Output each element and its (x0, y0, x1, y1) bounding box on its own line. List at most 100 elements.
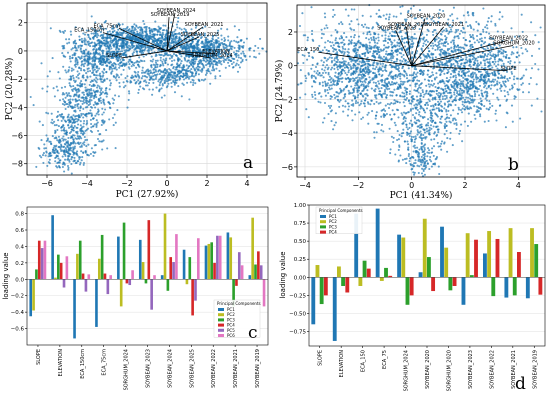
bar-pc4-soybean-2023 (474, 240, 478, 278)
panel-d-xtick: SLOPE (318, 350, 324, 366)
panel-a-xtick: 4 (244, 179, 249, 188)
loading-soybean-2021-label: SOYBEAN_2021 (425, 22, 464, 28)
panel-b-xtick: 4 (516, 181, 521, 190)
bar-pc2-sorghum-2024 (120, 279, 123, 306)
bar-pc4-soybean-2024 (169, 257, 172, 279)
legend-swatch-pc3 (320, 225, 326, 228)
bar-pc6-sorghum-2024 (131, 270, 134, 279)
bar-pc6-slope (44, 241, 47, 280)
bar-pc1-sorghum-2024 (397, 235, 401, 278)
bar-pc2-slope (316, 265, 320, 277)
bar-pc2-sorghum-2020 (444, 248, 448, 278)
bar-pc2-sorghum-2024 (401, 238, 405, 278)
bar-pc1-elevation (51, 215, 54, 279)
bar-pc1-soybean-2022 (205, 246, 208, 280)
bar-pc4-slope (324, 277, 328, 295)
legend-swatch-pc3 (218, 318, 224, 321)
bar-pc3-soybean-2022 (210, 242, 213, 279)
panel-b-ylabel: PC2 (24.79%) (274, 60, 285, 123)
bar-pc3-eca-150 (363, 261, 367, 278)
panel-a-xtick: −2 (121, 179, 133, 188)
panel-c-ytick: −0.6 (11, 327, 25, 333)
panel-a-ytick: −6 (11, 132, 23, 141)
bar-pc3-soybean-2019 (534, 244, 538, 277)
panel-c-ytick: 0.4 (15, 244, 24, 250)
bar-pc3-sorghum-2024 (406, 277, 410, 304)
panel-b-xtick: 2 (462, 181, 467, 190)
panel-a-label: a (243, 153, 253, 173)
bar-pc3-soybean-2024 (167, 279, 170, 291)
panel-b-ytick: −4 (281, 129, 293, 138)
bar-pc5-soybean-2021 (238, 252, 241, 279)
bar-pc3-soybean-2023 (470, 275, 474, 277)
panel-c-xtick: SORGHUM_2024 (124, 349, 130, 390)
bar-pc2-soybean-2023 (142, 262, 145, 279)
panel-d-xtick: SORGHUM_2024 (404, 350, 410, 391)
panel-d-ytick: 1.00 (294, 203, 307, 209)
bar-pc1-soybean-2025 (183, 250, 186, 280)
bar-pc2-eca-75cm (98, 259, 101, 280)
bar-pc1-sorghum-2020 (440, 227, 444, 278)
panel-c-xtick: SLOPE (36, 349, 42, 365)
loading-soybean-2020-label: SOYBEAN_2020 (407, 13, 446, 19)
bar-pc6-soybean-2021 (241, 265, 244, 279)
panel-c-xtick: SOYBEAN_2023 (146, 349, 152, 388)
bar-pc6-eca-75cm (109, 275, 112, 279)
bar-pc4-soybean-2023 (148, 220, 151, 279)
panel-d-ytick: −0.50 (289, 311, 306, 317)
panel-a-xtick: −4 (81, 179, 93, 188)
panel-d-ytick: 0.00 (294, 275, 307, 281)
panel-c-xtick: ELEVATION (58, 349, 64, 377)
panel-a-ylabel: PC2 (20.28%) (4, 58, 15, 121)
panel-b-ytick: −6 (281, 163, 293, 172)
bar-pc1-sorghum-2024 (117, 237, 120, 280)
bar-pc3-sorghum-2020 (448, 277, 452, 290)
bar-pc4-soybean-2021 (235, 279, 238, 286)
bar-pc3-slope (320, 277, 324, 304)
panel-d-ytick: −0.25 (289, 293, 306, 299)
loading-slope-label: SLOPE (106, 53, 122, 59)
bar-pc6-elevation (66, 256, 69, 279)
bar-pc3-soybean-2025 (188, 257, 191, 279)
panel-d-ytick: 0.25 (294, 257, 307, 263)
bar-pc5-soybean-2023 (150, 279, 153, 309)
bar-pc6-soybean-2022 (219, 236, 222, 280)
panel-d-ytick: 0.50 (294, 239, 307, 245)
bar-pc4-elevation (345, 277, 349, 292)
bar-pc4-soybean-2019 (538, 277, 542, 294)
bar-pc2-soybean-2023 (466, 233, 470, 277)
loading-soybean-2023-label: SOYBEAN_2023 (377, 25, 416, 31)
bar-pc3-elevation (341, 277, 345, 286)
bar-pc2-eca-150cm (76, 254, 79, 279)
panel-a-ytick: 0 (18, 47, 23, 56)
bar-pc5-eca-150cm (85, 279, 88, 291)
bar-pc6-soybean-2019 (263, 279, 266, 306)
panel-a-ytick: −8 (11, 160, 23, 169)
bar-pc1-soybean-2019 (526, 277, 530, 298)
panel-d-xtick: ELEVATION (339, 350, 345, 378)
loading-eca-150-label: ECA_150 (297, 47, 319, 53)
panel-d-legend-title: Principal Components (319, 208, 363, 213)
legend-swatch-pc5 (218, 329, 224, 332)
bar-pc4-eca-150cm (82, 274, 85, 280)
legend-swatch-pc6 (218, 334, 224, 337)
panel-c-ytick: 0.6 (15, 228, 24, 234)
bar-pc4-soybean-2019 (257, 251, 260, 279)
panel-b-xtick: 0 (409, 181, 414, 190)
bar-pc4-soybean-2025 (191, 279, 194, 315)
bar-pc4-soybean-2022 (496, 239, 500, 277)
bar-pc4-elevation (60, 263, 63, 279)
bar-pc2-eca-75 (380, 277, 384, 281)
legend-swatch-pc2 (218, 313, 224, 316)
panel-d-xtick: ECA_150 (361, 350, 367, 372)
bar-pc6-soybean-2025 (197, 238, 200, 279)
panel-b-ytick: 0 (288, 62, 293, 71)
loading-soybean-2019-label: SOYBEAN_2019 (151, 12, 190, 18)
panel-c-ytick: 0.0 (15, 277, 24, 283)
bar-pc3-soybean-2022 (491, 277, 495, 296)
panel-b-xlabel: PC1 (41.34%) (390, 190, 453, 201)
bar-pc2-soybean-2025 (186, 279, 189, 284)
bar-pc2-soybean-2022 (208, 244, 211, 279)
loading-sorghum-2020-label: SORGHUM_2020 (493, 40, 534, 46)
